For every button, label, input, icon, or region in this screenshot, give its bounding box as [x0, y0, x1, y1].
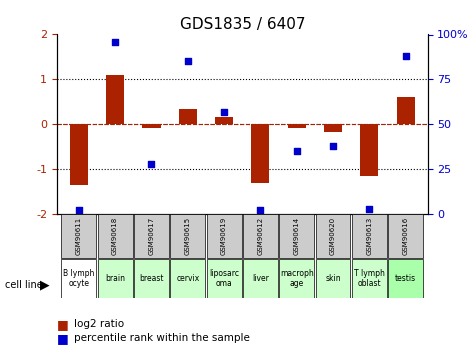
Point: [329, 143, 337, 148]
Point: [111, 39, 119, 45]
Text: macroph
age: macroph age: [280, 269, 314, 288]
Text: testis: testis: [395, 274, 416, 283]
Point: [366, 206, 373, 211]
FancyBboxPatch shape: [171, 214, 205, 258]
Text: GSM90620: GSM90620: [330, 217, 336, 255]
FancyBboxPatch shape: [352, 259, 387, 298]
Text: T lymph
oblast: T lymph oblast: [354, 269, 385, 288]
Point: [75, 208, 83, 213]
Text: GSM90614: GSM90614: [294, 217, 300, 255]
Point: [148, 161, 155, 166]
Text: GSM90612: GSM90612: [257, 217, 264, 255]
FancyBboxPatch shape: [134, 259, 169, 298]
FancyBboxPatch shape: [388, 259, 423, 298]
FancyBboxPatch shape: [243, 259, 278, 298]
FancyBboxPatch shape: [279, 214, 314, 258]
Point: [220, 109, 228, 115]
FancyBboxPatch shape: [61, 259, 96, 298]
FancyBboxPatch shape: [352, 214, 387, 258]
FancyBboxPatch shape: [279, 259, 314, 298]
FancyBboxPatch shape: [98, 259, 133, 298]
Text: ■: ■: [57, 318, 69, 331]
Bar: [397, 97, 415, 124]
Text: ■: ■: [57, 332, 69, 345]
Bar: [361, 124, 379, 176]
Text: GSM90617: GSM90617: [149, 217, 154, 255]
Bar: [251, 124, 269, 183]
Text: GSM90618: GSM90618: [112, 217, 118, 255]
Point: [184, 59, 191, 64]
Text: GSM90611: GSM90611: [76, 217, 82, 255]
FancyBboxPatch shape: [61, 214, 96, 258]
Point: [293, 148, 301, 154]
Bar: [142, 124, 161, 128]
Bar: [106, 75, 124, 124]
Bar: [288, 124, 306, 128]
Text: B lymph
ocyte: B lymph ocyte: [63, 269, 95, 288]
Text: ▶: ▶: [40, 278, 50, 291]
Text: breast: breast: [139, 274, 164, 283]
Text: GSM90616: GSM90616: [403, 217, 408, 255]
Bar: [70, 124, 88, 185]
FancyBboxPatch shape: [315, 259, 351, 298]
FancyBboxPatch shape: [243, 214, 278, 258]
Bar: [324, 124, 342, 132]
FancyBboxPatch shape: [98, 214, 133, 258]
Point: [256, 208, 264, 213]
Text: cervix: cervix: [176, 274, 200, 283]
FancyBboxPatch shape: [315, 214, 351, 258]
Bar: [179, 108, 197, 124]
FancyBboxPatch shape: [207, 214, 241, 258]
Text: log2 ratio: log2 ratio: [74, 319, 124, 329]
Text: GSM90613: GSM90613: [366, 217, 372, 255]
Text: cell line: cell line: [5, 280, 49, 289]
Text: liposarc
oma: liposarc oma: [209, 269, 239, 288]
Text: brain: brain: [105, 274, 125, 283]
Text: liver: liver: [252, 274, 269, 283]
Bar: [215, 117, 233, 124]
Title: GDS1835 / 6407: GDS1835 / 6407: [180, 17, 305, 32]
FancyBboxPatch shape: [207, 259, 241, 298]
Text: percentile rank within the sample: percentile rank within the sample: [74, 333, 249, 343]
Text: GSM90615: GSM90615: [185, 217, 191, 255]
Text: GSM90619: GSM90619: [221, 217, 227, 255]
Text: skin: skin: [325, 274, 341, 283]
FancyBboxPatch shape: [388, 214, 423, 258]
Point: [402, 53, 409, 59]
FancyBboxPatch shape: [171, 259, 205, 298]
FancyBboxPatch shape: [134, 214, 169, 258]
